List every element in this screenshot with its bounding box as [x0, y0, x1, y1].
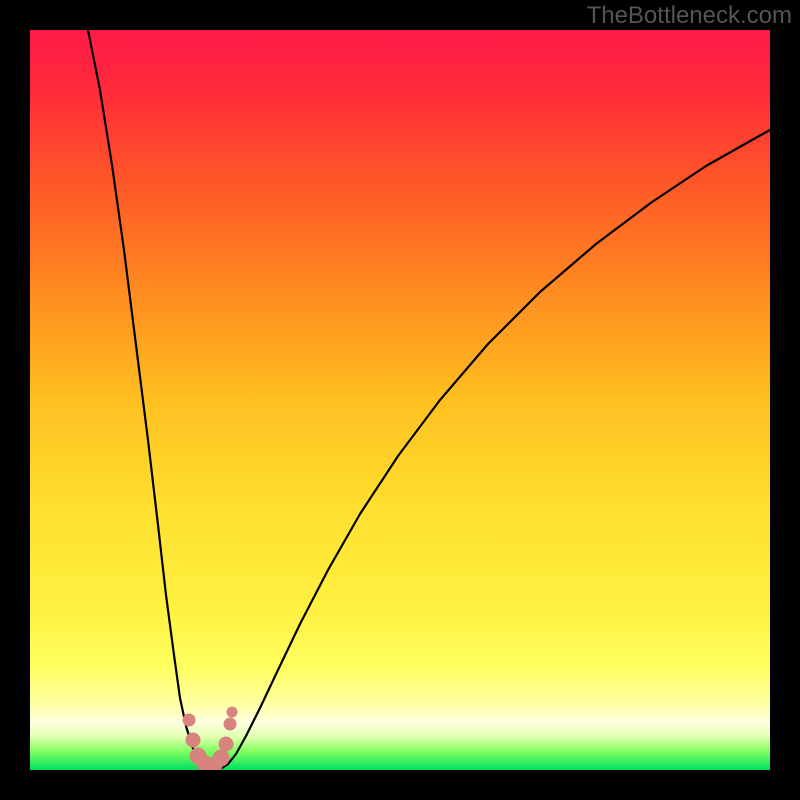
bottleneck-chart: [0, 0, 800, 800]
marker-point: [183, 714, 195, 726]
watermark-text: TheBottleneck.com: [587, 2, 792, 30]
marker-point: [219, 737, 233, 751]
marker-point: [186, 733, 200, 747]
gradient-background: [30, 30, 770, 770]
chart-container: TheBottleneck.com: [0, 0, 800, 800]
marker-point: [213, 750, 229, 766]
marker-point: [227, 707, 237, 717]
marker-point: [224, 718, 236, 730]
